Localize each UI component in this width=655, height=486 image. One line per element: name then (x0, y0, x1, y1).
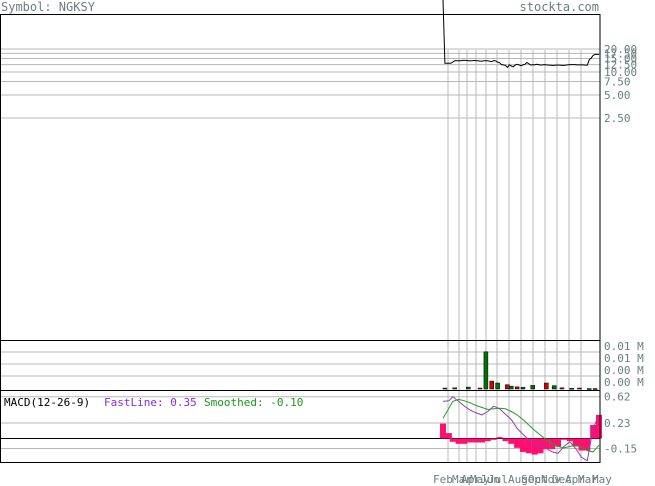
macd-histogram-bar (461, 438, 468, 444)
macd-histogram-bar (543, 438, 550, 450)
price-tick-label: 2.50 (604, 112, 631, 125)
price-line (442, 0, 599, 69)
volume-tick-label: 0.01 M (604, 352, 644, 365)
volume-bar (495, 382, 500, 390)
price-panel (442, 0, 599, 69)
price-tick-label: 10.00 (604, 66, 637, 79)
macd-histogram-bar (555, 438, 562, 447)
macd-histogram-bar (590, 424, 597, 439)
macd-histogram-bar (514, 438, 521, 448)
x-tick-label: May (592, 473, 612, 486)
macd-legend-name: MACD(12-26-9) (4, 396, 90, 409)
macd-legend-fast: FastLine: 0.35 (104, 396, 197, 409)
x-tick-label: Apr (565, 473, 585, 486)
macd-histogram-bar (531, 438, 538, 455)
price-tick-label: 5.00 (604, 89, 631, 102)
volume-panel (442, 351, 598, 390)
macd-histogram-bar (566, 438, 573, 442)
volume-bar (509, 385, 514, 390)
grid-lines (0, 48, 600, 462)
x-tick-label: Sep (521, 473, 541, 486)
macd-histogram-bar (473, 438, 480, 443)
macd-histogram-bar (440, 423, 446, 439)
volume-bar (483, 351, 489, 390)
volume-bar (477, 387, 483, 390)
volume-tick-label: 0.01 M (604, 340, 644, 353)
x-tick-label: Jun (480, 473, 500, 486)
macd-legend-smoothed: Smoothed: -0.10 (204, 396, 303, 409)
volume-tick-label: 0.00 M (604, 376, 644, 389)
macd-frame (0, 390, 601, 463)
volume-tick-label: 0.00 M (604, 364, 644, 377)
price-tick-label: 15.00 (604, 53, 637, 66)
macd-histogram-bar (455, 438, 462, 444)
macd-tick-label: 0.23 (604, 417, 631, 430)
x-tick-label: Dec (552, 473, 572, 486)
x-tick-label: Aug (508, 473, 528, 486)
volume-bar (577, 387, 582, 390)
volume-bar (530, 385, 535, 390)
macd-histogram-bar (584, 438, 591, 451)
price-tick-label: 20.00 (604, 43, 637, 56)
volume-bar (544, 382, 549, 390)
symbol-label: Symbol: NGKSY (1, 0, 95, 14)
macd-histogram-bar (578, 438, 585, 451)
macd-histogram-bar (525, 438, 532, 454)
x-tick-label: May (470, 473, 490, 486)
macd-histogram-bar (537, 438, 544, 454)
macd-smoothed-line (442, 398, 600, 453)
macd-histogram-bar (467, 438, 474, 443)
macd-histogram-bar (572, 438, 579, 447)
x-tick-label: Apr (461, 473, 481, 486)
volume-bar (559, 387, 565, 390)
macd-tick-label: 0.62 (604, 391, 631, 404)
x-tick-label: Nov (541, 473, 561, 486)
macd-histogram-bar (502, 438, 509, 442)
macd-tick-label: -0.15 (604, 443, 637, 456)
volume-bar (505, 384, 510, 390)
price-frame (0, 14, 601, 341)
price-tick-label: 7.50 (604, 76, 631, 89)
macd-histogram-bar (490, 438, 497, 440)
x-tick-label: Feb (433, 473, 453, 486)
macd-histogram-bar (484, 438, 491, 442)
brand-label: stockta.com (519, 0, 599, 14)
x-tick-label: Mar (578, 473, 598, 486)
macd-histogram-bar (519, 438, 526, 452)
volume-bar (466, 386, 471, 390)
volume-bar (569, 388, 574, 390)
macd-histogram-bar (496, 437, 503, 439)
volume-bar (520, 387, 526, 390)
macd-histogram-bar (596, 414, 602, 439)
volume-bar (489, 380, 494, 390)
volume-bar (452, 387, 457, 390)
volume-bar (551, 385, 557, 390)
x-tick-label: Mar (452, 473, 472, 486)
x-tick-label: Oct (528, 473, 548, 486)
price-tick-label: 12.50 (604, 59, 637, 72)
macd-histogram-bar (449, 438, 456, 442)
macd-histogram-bar (479, 438, 485, 443)
macd-fast-line (442, 396, 600, 462)
macd-histogram-bar (508, 438, 515, 444)
volume-frame (0, 340, 601, 391)
volume-bar (592, 388, 598, 390)
macd-histogram-bar (560, 438, 567, 440)
price-tick-label: 17.50 (604, 47, 637, 60)
macd-panel (440, 396, 602, 462)
x-tick-label: Jul (488, 473, 508, 486)
panel-frames (0, 14, 601, 463)
volume-bar (587, 388, 592, 390)
volume-bar (514, 386, 520, 390)
volume-bar (442, 387, 448, 390)
macd-histogram-bar (445, 433, 452, 439)
